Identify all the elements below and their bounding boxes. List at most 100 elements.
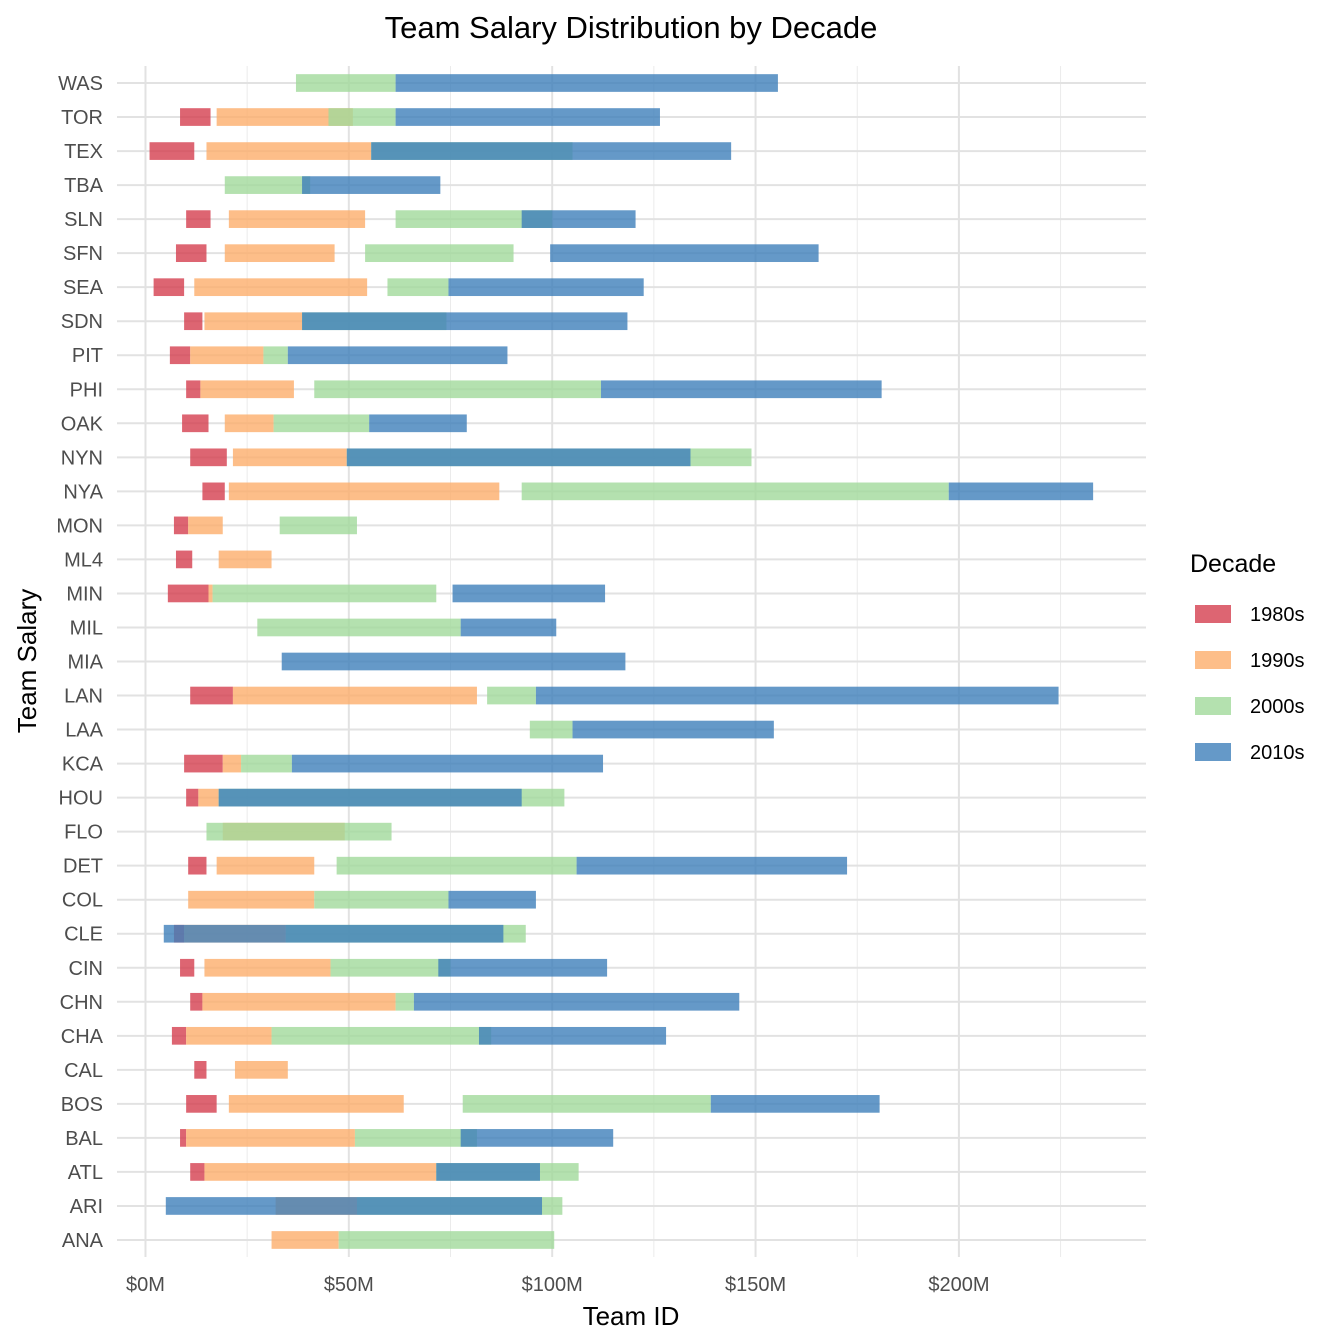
bar-nya-2000s <box>521 482 949 501</box>
bar-col-1990s <box>188 890 315 909</box>
legend-label-1990s: 1990s <box>1250 650 1305 672</box>
bar-mon-1980s <box>173 516 189 535</box>
y-tick-label: CHN <box>60 992 103 1014</box>
y-tick-label: SDN <box>61 311 103 333</box>
bar-kca-2000s <box>241 754 292 773</box>
bar-phi-2000s <box>314 380 601 399</box>
y-tick-label: PIT <box>72 345 103 367</box>
bar-nyn-1980s <box>190 448 227 467</box>
bar-cle-2010s <box>163 924 504 943</box>
y-tick-label: FLO <box>64 822 103 844</box>
bar-atl-2010s <box>436 1163 540 1181</box>
bar-hou-2010s <box>218 788 522 807</box>
bar-kca-2010s <box>291 754 604 773</box>
bar-det-2010s <box>576 856 848 875</box>
bar-mil-2000s <box>257 618 461 637</box>
bar-mon-2000s <box>279 516 357 535</box>
bar-col-2000s <box>314 890 449 909</box>
bar-flo-2000s <box>206 822 392 841</box>
bar-lan-1980s <box>190 686 233 705</box>
bar-cha-2000s <box>271 1026 492 1045</box>
y-tick-label: WAS <box>58 73 103 95</box>
bar-atl-1990s <box>204 1163 437 1181</box>
bar-ml4-1980s <box>175 550 193 569</box>
bar-nyn-2010s <box>346 448 691 467</box>
y-tick-label: KCA <box>62 754 104 776</box>
bar-bos-2000s <box>462 1095 711 1113</box>
bar-pit-1990s <box>190 346 264 365</box>
bar-bal-1980s <box>180 1129 187 1147</box>
bar-tex-1990s <box>206 142 372 160</box>
bar-bos-1990s <box>228 1095 404 1113</box>
bar-sea-2000s <box>387 278 449 297</box>
bar-chn-2010s <box>413 992 740 1011</box>
x-axis-title: Team ID <box>583 1301 680 1331</box>
bar-sfn-1980s <box>175 244 207 263</box>
bar-cha-1990s <box>186 1026 272 1045</box>
y-tick-label: BAL <box>65 1128 103 1150</box>
bar-tor-2010s <box>395 108 660 126</box>
y-tick-label: LAN <box>64 686 103 708</box>
bar-laa-2000s <box>529 720 573 739</box>
y-tick-label: TOR <box>61 107 103 129</box>
y-tick-label: CIN <box>69 958 103 980</box>
bar-cin-2010s <box>438 958 608 977</box>
y-tick-label: ATL <box>68 1162 103 1184</box>
bar-pit-2000s <box>263 346 288 365</box>
bar-min-2000s <box>212 584 437 603</box>
y-tick-label: ARI <box>70 1196 103 1218</box>
bar-sln-1990s <box>228 210 366 228</box>
bar-tor-2000s <box>328 108 396 126</box>
bar-ml4-1990s <box>218 550 272 569</box>
bar-lan-1990s <box>232 686 477 705</box>
bar-cha-2010s <box>478 1026 667 1045</box>
y-tick-label: NYN <box>61 447 103 469</box>
bar-cal-1990s <box>234 1060 288 1079</box>
bar-sln-2000s <box>395 210 553 228</box>
bar-oak-2010s <box>369 414 467 433</box>
bar-mia-2010s <box>281 652 626 671</box>
bar-phi-1990s <box>200 380 294 399</box>
legend-label-2010s: 2010s <box>1250 742 1305 764</box>
bar-bal-2010s <box>460 1129 614 1147</box>
bar-tba-2010s <box>302 176 441 194</box>
bar-sfn-2010s <box>550 244 819 263</box>
bar-hou-1990s <box>198 788 219 807</box>
legend-swatch-1980s <box>1195 605 1231 623</box>
bar-nya-2010s <box>948 482 1094 501</box>
bar-laa-2010s <box>572 720 774 739</box>
y-axis-tick-labels: ANA ARI ATL BAL BOS CAL CHA CHN CIN CLE COL DET FLO H… <box>56 73 103 1252</box>
bar-ana-1990s <box>271 1231 339 1249</box>
bar-lan-2000s <box>487 686 536 705</box>
bar-bal-2000s <box>354 1129 477 1147</box>
x-tick-label: $150M <box>725 1274 786 1296</box>
bar-kca-1980s <box>184 754 223 773</box>
legend-swatch-1990s <box>1195 651 1231 669</box>
y-tick-label: COL <box>62 890 103 912</box>
y-tick-label: NYA <box>63 481 103 503</box>
y-tick-label: HOU <box>59 788 103 810</box>
bar-bal-1990s <box>186 1129 355 1147</box>
bar-lan-2010s <box>535 686 1059 705</box>
bar-col-2010s <box>448 890 536 909</box>
bar-oak-2000s <box>273 414 370 433</box>
y-tick-label: PHI <box>70 379 103 401</box>
bar-sdn-2010s <box>302 312 628 331</box>
x-axis-tick-labels: $0M $50M $100M $150M $200M <box>126 1274 989 1296</box>
bar-cin-2000s <box>330 958 451 977</box>
bar-chn-2000s <box>395 992 414 1011</box>
bar-sea-1980s <box>153 278 185 297</box>
bar-ana-2000s <box>338 1231 555 1249</box>
y-tick-label: MIN <box>66 583 103 605</box>
bar-min-2010s <box>452 584 606 603</box>
bar-cin-1990s <box>204 958 331 977</box>
bar-nyn-1990s <box>232 448 347 467</box>
bar-min-1990s <box>208 584 213 603</box>
bar-bos-1980s <box>186 1095 217 1113</box>
x-tick-label: $0M <box>126 1274 165 1296</box>
bar-phi-2010s <box>600 380 882 399</box>
bar-det-1990s <box>216 856 315 875</box>
bar-hou-1980s <box>186 788 199 807</box>
x-tick-label: $200M <box>928 1274 989 1296</box>
